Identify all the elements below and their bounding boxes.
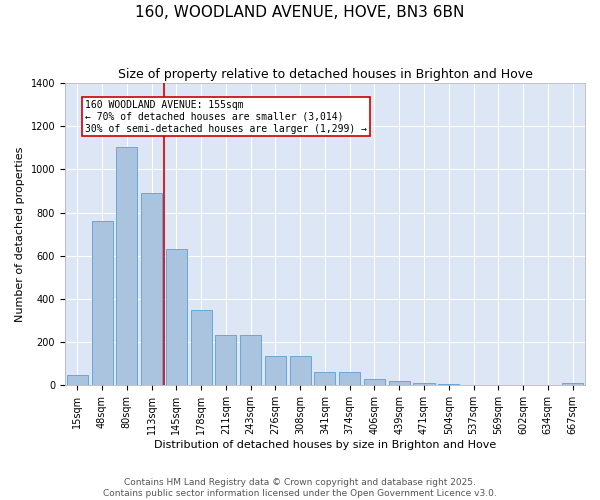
Bar bbox=[67, 375, 88, 386]
Bar bbox=[141, 192, 162, 386]
Bar bbox=[438, 384, 460, 386]
Bar bbox=[562, 383, 583, 386]
Text: 160, WOODLAND AVENUE, HOVE, BN3 6BN: 160, WOODLAND AVENUE, HOVE, BN3 6BN bbox=[136, 5, 464, 20]
Text: Contains HM Land Registry data © Crown copyright and database right 2025.
Contai: Contains HM Land Registry data © Crown c… bbox=[103, 478, 497, 498]
Bar bbox=[116, 148, 137, 386]
Bar bbox=[240, 336, 261, 386]
X-axis label: Distribution of detached houses by size in Brighton and Hove: Distribution of detached houses by size … bbox=[154, 440, 496, 450]
Title: Size of property relative to detached houses in Brighton and Hove: Size of property relative to detached ho… bbox=[118, 68, 532, 80]
Bar bbox=[92, 221, 113, 386]
Bar bbox=[364, 379, 385, 386]
Bar bbox=[290, 356, 311, 386]
Bar bbox=[166, 250, 187, 386]
Bar bbox=[215, 336, 236, 386]
Bar bbox=[389, 381, 410, 386]
Y-axis label: Number of detached properties: Number of detached properties bbox=[15, 146, 25, 322]
Bar bbox=[413, 383, 434, 386]
Bar bbox=[191, 310, 212, 386]
Text: 160 WOODLAND AVENUE: 155sqm
← 70% of detached houses are smaller (3,014)
30% of : 160 WOODLAND AVENUE: 155sqm ← 70% of det… bbox=[85, 100, 367, 134]
Bar bbox=[339, 372, 360, 386]
Bar bbox=[314, 372, 335, 386]
Bar bbox=[265, 356, 286, 386]
